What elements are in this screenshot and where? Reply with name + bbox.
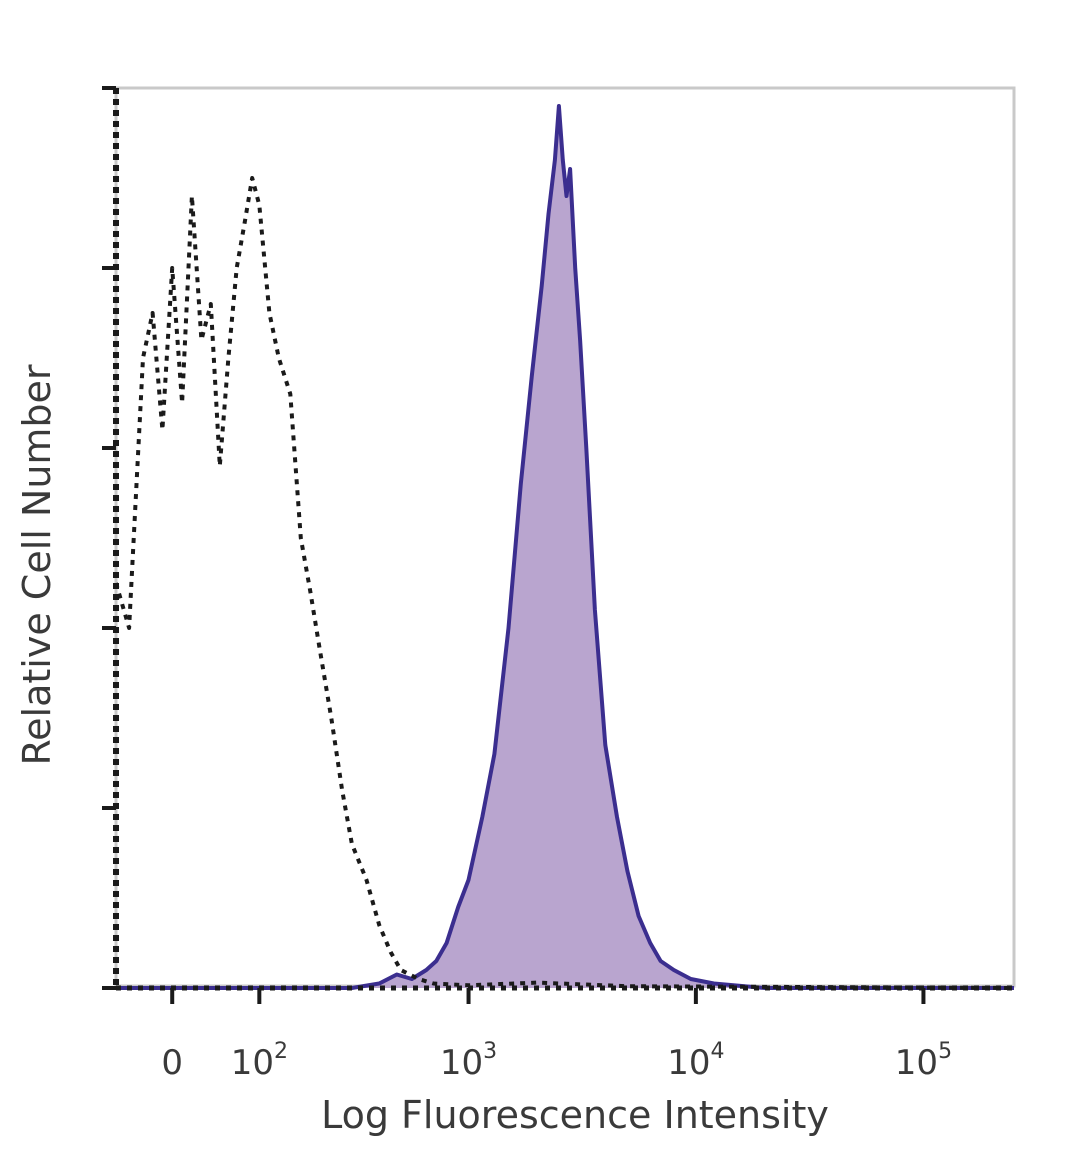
y-axis-ticks xyxy=(102,86,116,990)
y-axis-title: Relative Cell Number xyxy=(15,364,59,765)
series-layer xyxy=(114,104,1015,990)
x-tick-label-1: 102 xyxy=(231,1039,288,1083)
x-tick-label-4: 105 xyxy=(895,1039,952,1083)
x-tick-label-2: 103 xyxy=(440,1039,497,1083)
x-axis-title: Log Fluorescence Intensity xyxy=(321,1093,829,1137)
series-0-line xyxy=(116,104,1014,990)
x-axis-ticks: 0 102 103 104 105 xyxy=(161,988,952,1083)
series-0-fill xyxy=(116,106,1014,988)
x-tick-label-3: 104 xyxy=(667,1039,724,1083)
x-tick-label-0: 0 xyxy=(161,1043,183,1083)
